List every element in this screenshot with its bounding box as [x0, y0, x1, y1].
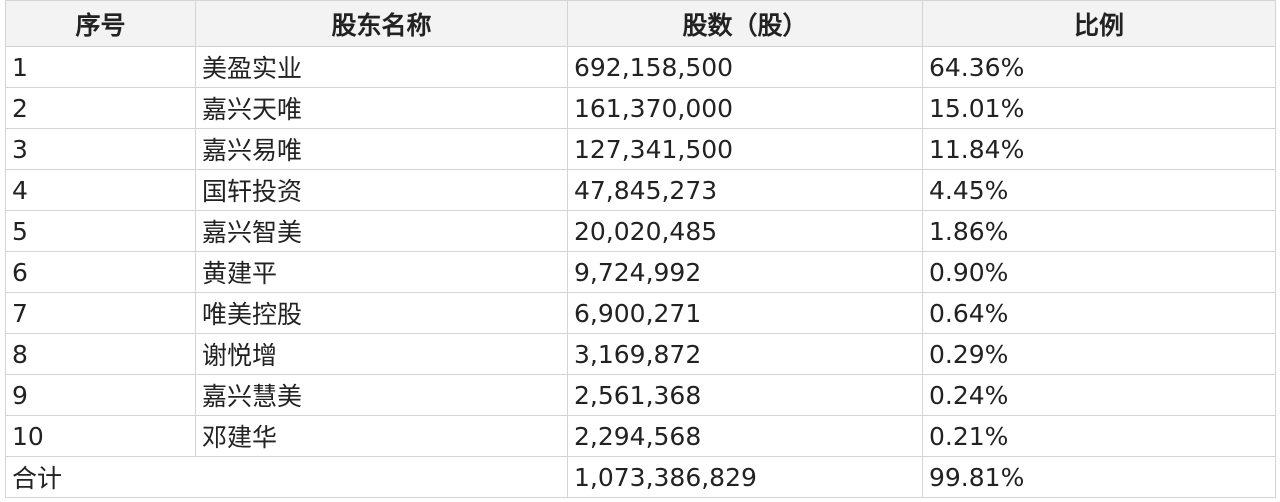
table-row: 3 嘉兴易唯 127,341,500 11.84%	[5, 128, 1276, 170]
table-cell: 1.86%	[922, 210, 1276, 252]
table-cell: 1	[5, 46, 196, 88]
table-row: 6 黄建平 9,724,992 0.90%	[5, 251, 1276, 293]
table-cell: 692,158,500	[567, 46, 923, 88]
table-cell: 邓建华	[195, 415, 568, 457]
table-row: 9 嘉兴慧美 2,561,368 0.24%	[5, 374, 1276, 416]
table-cell: 2,294,568	[567, 415, 923, 457]
table-cell: 8	[5, 333, 196, 375]
table-row: 7 唯美控股 6,900,271 0.64%	[5, 292, 1276, 334]
table-row: 4 国轩投资 47,845,273 4.45%	[5, 169, 1276, 211]
table-cell: 20,020,485	[567, 210, 923, 252]
table-cell: 9,724,992	[567, 251, 923, 293]
shareholder-table: 序号 股东名称 股数（股） 比例 1 美盈实业 692,158,500 64.36% 2…	[5, 0, 1276, 498]
table-cell: 7	[5, 292, 196, 334]
table-cell: 谢悦增	[195, 333, 568, 375]
table-cell: 嘉兴智美	[195, 210, 568, 252]
total-label: 合计	[5, 456, 568, 498]
table-cell: 嘉兴易唯	[195, 128, 568, 170]
table-cell: 嘉兴慧美	[195, 374, 568, 416]
table-cell: 15.01%	[922, 87, 1276, 129]
table-cell: 黄建平	[195, 251, 568, 293]
table-cell: 127,341,500	[567, 128, 923, 170]
table-cell: 4.45%	[922, 169, 1276, 211]
header-cell: 股数（股）	[567, 0, 923, 47]
total-ratio: 99.81%	[922, 456, 1276, 498]
header-row: 序号 股东名称 股数（股） 比例	[5, 0, 1276, 47]
table-cell: 3,169,872	[567, 333, 923, 375]
table-cell: 5	[5, 210, 196, 252]
table-cell: 嘉兴天唯	[195, 87, 568, 129]
total-shares: 1,073,386,829	[567, 456, 923, 498]
header-cell: 比例	[922, 0, 1276, 47]
table-cell: 10	[5, 415, 196, 457]
table-cell: 9	[5, 374, 196, 416]
table-cell: 4	[5, 169, 196, 211]
table-row: 1 美盈实业 692,158,500 64.36%	[5, 46, 1276, 88]
table-cell: 47,845,273	[567, 169, 923, 211]
table-cell: 美盈实业	[195, 46, 568, 88]
table-cell: 0.24%	[922, 374, 1276, 416]
table-body: 1 美盈实业 692,158,500 64.36% 2 嘉兴天唯 161,370,000 15…	[5, 46, 1276, 498]
table-cell: 0.29%	[922, 333, 1276, 375]
table-cell: 3	[5, 128, 196, 170]
table-cell: 国轩投资	[195, 169, 568, 211]
table-cell: 6,900,271	[567, 292, 923, 334]
table-cell: 161,370,000	[567, 87, 923, 129]
table-row: 10 邓建华 2,294,568 0.21%	[5, 415, 1276, 457]
table-cell: 6	[5, 251, 196, 293]
table-cell: 0.90%	[922, 251, 1276, 293]
header-cell: 股东名称	[195, 0, 568, 47]
table-cell: 2,561,368	[567, 374, 923, 416]
header-cell: 序号	[5, 0, 196, 47]
total-row: 合计 1,073,386,829 99.81%	[5, 456, 1276, 498]
table-cell: 唯美控股	[195, 292, 568, 334]
table-row: 5 嘉兴智美 20,020,485 1.86%	[5, 210, 1276, 252]
table-cell: 64.36%	[922, 46, 1276, 88]
table-cell: 0.21%	[922, 415, 1276, 457]
table-cell: 2	[5, 87, 196, 129]
table-row: 8 谢悦增 3,169,872 0.29%	[5, 333, 1276, 375]
table-cell: 0.64%	[922, 292, 1276, 334]
table-cell: 11.84%	[922, 128, 1276, 170]
table-row: 2 嘉兴天唯 161,370,000 15.01%	[5, 87, 1276, 129]
